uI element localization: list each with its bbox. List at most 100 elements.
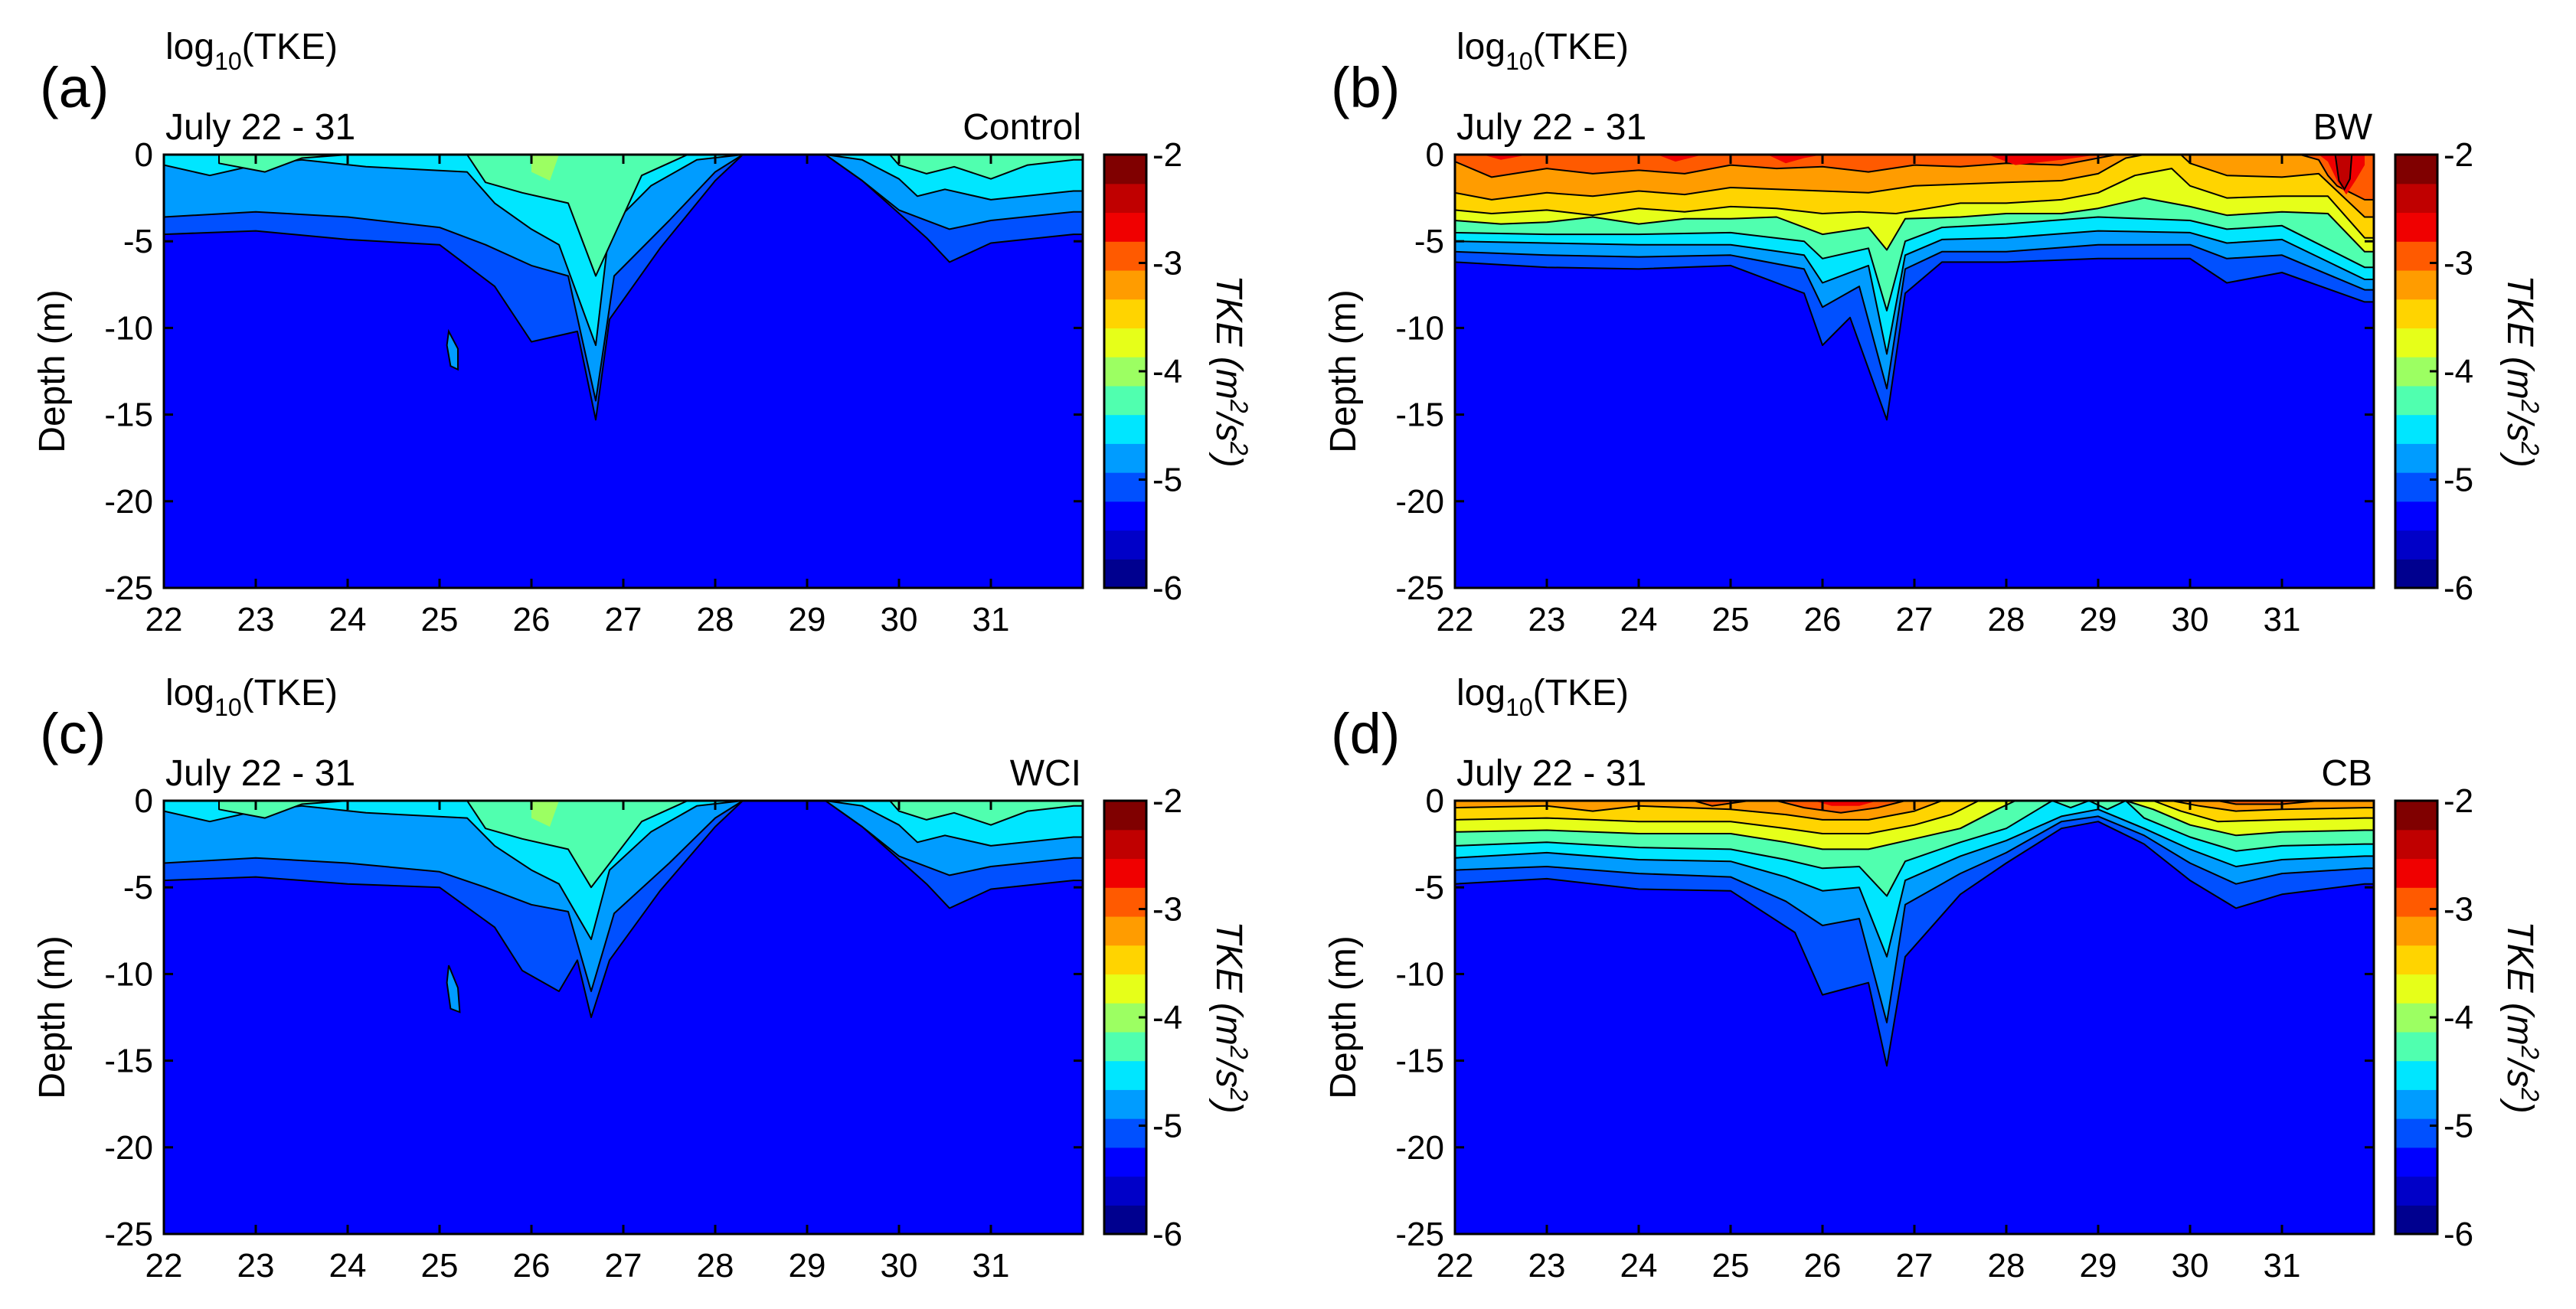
x-tick-label: 24	[1620, 1247, 1658, 1285]
title-log: log	[165, 673, 214, 713]
colorbar-label-end: )	[1208, 1098, 1249, 1114]
colorbar-segment	[1104, 443, 1146, 473]
x-tick-label: 29	[2080, 601, 2117, 638]
contour-field	[1455, 155, 2374, 421]
colorbar-segment	[1104, 328, 1146, 357]
x-tick-label: 29	[2080, 1247, 2117, 1285]
colorbar-segment	[1104, 1147, 1146, 1177]
x-tick-label: 29	[789, 601, 826, 638]
x-tick-label: 22	[1437, 1247, 1474, 1285]
x-tick-label: 22	[1437, 601, 1474, 638]
x-tick-label: 25	[1712, 601, 1750, 638]
y-tick-label: -25	[104, 1216, 153, 1253]
colorbar-segment	[2395, 241, 2437, 271]
panel-b: 22 23 24 25 26 27 28 29 30 310-5-10-15-20-25Depth…	[1323, 27, 2544, 638]
colorbar-label-end: )	[2499, 1098, 2540, 1114]
colorbar-segment	[1104, 1118, 1146, 1148]
colorbar-tick-label: -4	[1152, 999, 1182, 1036]
colorbar-segment	[1104, 269, 1146, 300]
colorbar-label-mid: /s	[2499, 411, 2540, 442]
colorbar-tick-label: -3	[1152, 891, 1182, 929]
colorbar-segment	[2395, 328, 2437, 357]
y-tick-label: -10	[104, 309, 153, 347]
y-tick-label: -5	[123, 869, 153, 906]
colorbar-segment	[1104, 501, 1146, 531]
y-tick-label: -10	[104, 955, 153, 993]
colorbar-segment	[1104, 916, 1146, 946]
contour-field	[1455, 801, 2374, 1067]
colorbar-segment	[1104, 1089, 1146, 1119]
colorbar-segment	[1104, 858, 1146, 888]
colorbar-segment	[1104, 155, 1146, 184]
colorbar-tick-label: -3	[2444, 891, 2473, 929]
panel-label: (a)	[40, 56, 109, 119]
y-tick-label: -5	[1414, 223, 1444, 260]
panel-d: 22 23 24 25 26 27 28 29 30 310-5-10-15-20-25Depth…	[1323, 673, 2544, 1285]
y-tick-label: -25	[1395, 570, 1444, 607]
colorbar-tick-label: -2	[2444, 782, 2473, 820]
date-range: July 22 - 31	[165, 107, 355, 148]
colorbar-tick-label: -4	[1152, 353, 1182, 390]
x-tick-label: 31	[2264, 601, 2301, 638]
colorbar-segment	[1104, 974, 1146, 1004]
colorbar-segment	[1104, 829, 1146, 860]
colorbar-tick-label: -3	[2444, 245, 2473, 282]
contour-field	[164, 155, 1083, 421]
date-range: July 22 - 31	[1456, 107, 1646, 148]
contour-band	[164, 155, 1083, 277]
colorbar-tick-label: -5	[1152, 462, 1182, 499]
title-log-base: 10	[214, 47, 242, 75]
colorbar-segment	[1104, 530, 1146, 560]
case-name: CB	[2321, 753, 2372, 794]
contour-band	[164, 801, 1083, 992]
x-tick-label: 27	[1896, 601, 1934, 638]
colorbar-label-end: )	[2499, 452, 2540, 468]
contour-blob	[446, 965, 461, 1014]
colorbar-segment	[2395, 1205, 2437, 1235]
panel-a: 22 23 24 25 26 27 28 29 30 310-5-10-15-20-25Depth…	[32, 27, 1253, 638]
colorbar-segment	[1104, 183, 1146, 214]
colorbar-segment	[2395, 916, 2437, 946]
x-tick-label: 26	[513, 1247, 551, 1285]
colorbar-segment	[1104, 212, 1146, 242]
contour-blob	[2334, 155, 2353, 191]
x-tick-label: 23	[1528, 1247, 1566, 1285]
panel-c: 22 23 24 25 26 27 28 29 30 310-5-10-15-20-25Depth…	[32, 673, 1253, 1285]
colorbar-tick-label: -5	[1152, 1108, 1182, 1145]
y-tick-label: -5	[1414, 869, 1444, 906]
x-tick-label: 26	[1804, 1247, 1842, 1285]
x-tick-label: 23	[1528, 601, 1566, 638]
contour-band	[164, 801, 1083, 889]
case-name: Control	[963, 107, 1081, 148]
colorbar-tick-label: -2	[1152, 782, 1182, 820]
colorbar-segment	[2395, 414, 2437, 444]
x-tick-label: 26	[1804, 601, 1842, 638]
colorbar-segment	[2395, 887, 2437, 917]
title-log: log	[1456, 673, 1505, 713]
colorbar-tick-label: -4	[2444, 353, 2473, 390]
colorbar-segment	[2395, 501, 2437, 531]
colorbar-label-exp2: 2	[1225, 441, 1253, 455]
contour-band	[1455, 801, 2374, 834]
y-tick-label: -5	[123, 223, 153, 260]
colorbar-label-base: TKE (m	[1208, 921, 1249, 1046]
x-tick-label: 28	[1988, 1247, 2025, 1285]
x-tick-label: 25	[421, 1247, 459, 1285]
colorbar-tick-label: -6	[1152, 570, 1182, 607]
colorbar-tick-label: -5	[2444, 1108, 2473, 1145]
y-tick-label: -15	[104, 1043, 153, 1080]
colorbar-segment	[2395, 559, 2437, 589]
colorbar-label-exp2: 2	[1225, 1087, 1253, 1102]
colorbar-label-mid: /s	[1208, 1057, 1249, 1088]
colorbar-segment	[1104, 241, 1146, 271]
colorbar-segment	[1104, 299, 1146, 328]
x-tick-label: 24	[329, 1247, 367, 1285]
colorbar-label-base: TKE (m	[2499, 275, 2540, 400]
y-tick-label: -10	[1395, 309, 1444, 347]
y-tick-label: -25	[104, 570, 153, 607]
x-tick-label: 23	[237, 601, 275, 638]
colorbar-segment	[2395, 472, 2437, 502]
x-tick-label: 22	[145, 1247, 183, 1285]
panel-label: (d)	[1331, 702, 1400, 765]
